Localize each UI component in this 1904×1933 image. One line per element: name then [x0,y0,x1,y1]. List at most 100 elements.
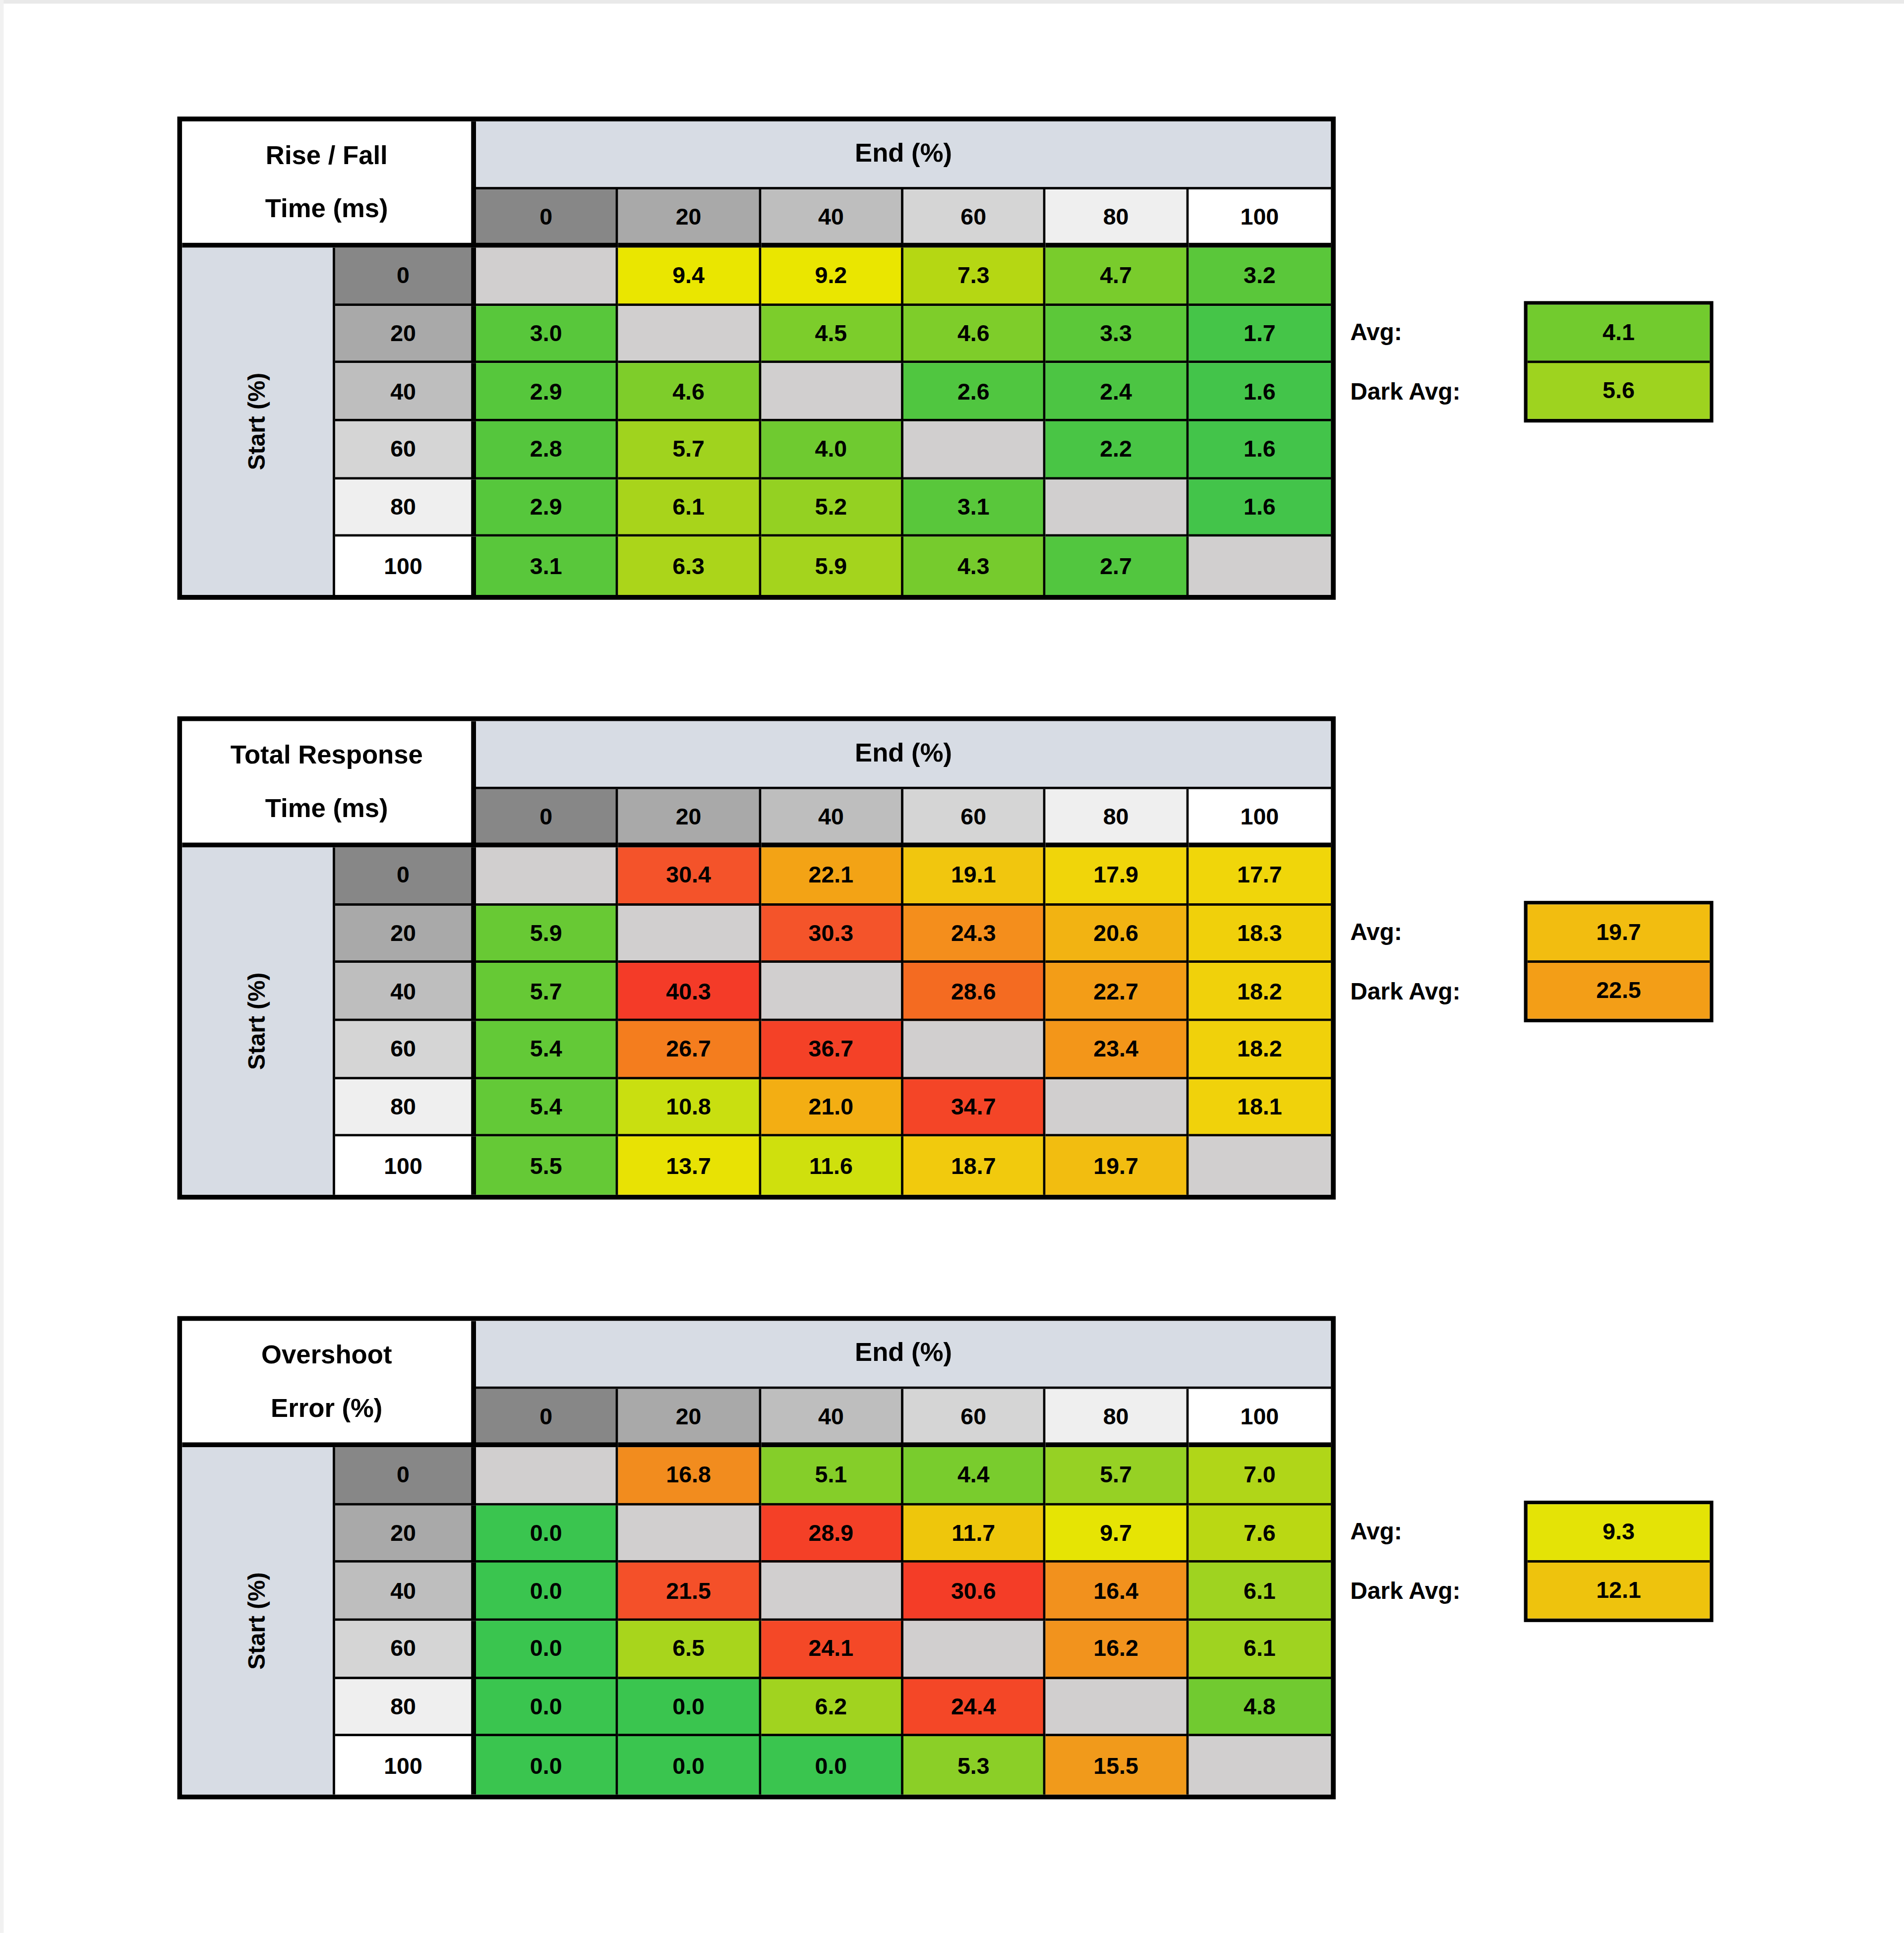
row-header: 80 [335,1079,476,1137]
value-cell: 36.7 [761,1021,903,1079]
dark-avg-value: 22.5 [1528,960,1710,1019]
value-cell: 18.1 [1189,1079,1331,1137]
value-cell: 2.9 [476,479,618,537]
dark-avg-value: 12.1 [1528,1560,1710,1619]
value-cell: 24.3 [903,905,1046,963]
value-cell: 2.6 [903,363,1046,421]
value-cell: 4.8 [1189,1679,1331,1737]
blank-cell [618,1505,761,1563]
value-cell: 30.3 [761,905,903,963]
blank-cell [618,305,761,363]
value-cell: 0.0 [476,1621,618,1679]
dark-avg-label: Dark Avg: [1350,362,1460,421]
col-header: 20 [618,789,761,848]
col-header: 60 [903,789,1046,848]
col-header: 100 [1189,189,1331,248]
col-header: 80 [1046,1389,1188,1448]
value-cell: 22.7 [1046,963,1188,1021]
row-header: 100 [335,1137,476,1195]
row-header: 100 [335,537,476,595]
dark-avg-label: Dark Avg: [1350,962,1460,1021]
value-cell: 9.7 [1046,1505,1188,1563]
table-title-line: Rise / Fall [266,129,388,182]
col-header: 40 [761,1389,903,1448]
value-cell: 6.1 [1189,1621,1331,1679]
value-cell: 4.6 [903,305,1046,363]
value-cell: 5.7 [476,963,618,1021]
value-cell: 17.7 [1189,847,1331,905]
value-cell: 16.2 [1046,1621,1188,1679]
row-header: 60 [335,1621,476,1679]
col-axis-label: End (%) [476,721,1331,789]
value-cell: 24.1 [761,1621,903,1679]
page-edge-top [0,0,1904,3]
value-cell: 6.2 [761,1679,903,1737]
avg-label: Avg: [1350,1502,1402,1561]
value-cell: 15.5 [1046,1737,1188,1795]
avg-value-box: 9.312.1 [1524,1501,1713,1622]
value-cell: 18.2 [1189,1021,1331,1079]
row-axis-band: Start (%) [182,248,335,595]
value-cell: 3.1 [476,537,618,595]
value-cell: 5.4 [476,1079,618,1137]
value-cell: 7.6 [1189,1505,1331,1563]
blank-cell [761,363,903,421]
col-header: 60 [903,189,1046,248]
value-cell: 5.7 [1046,1447,1188,1505]
row-header: 100 [335,1737,476,1795]
value-cell: 1.6 [1189,421,1331,479]
value-cell: 13.7 [618,1137,761,1195]
value-cell: 1.7 [1189,305,1331,363]
blank-cell [1189,1137,1331,1195]
page-edge-left [0,0,3,1933]
value-cell: 0.0 [618,1737,761,1795]
row-header: 40 [335,963,476,1021]
value-cell: 3.2 [1189,248,1331,306]
table-title-line: Overshoot [261,1328,392,1382]
avg-value-box: 19.722.5 [1524,901,1713,1022]
value-cell: 6.3 [618,537,761,595]
value-cell: 40.3 [618,963,761,1021]
blank-cell [761,1563,903,1621]
value-cell: 24.4 [903,1679,1046,1737]
value-cell: 18.3 [1189,905,1331,963]
col-header: 0 [476,1389,618,1448]
value-cell: 5.9 [761,537,903,595]
value-cell: 5.2 [761,479,903,537]
value-cell: 18.2 [1189,963,1331,1021]
blank-cell [476,248,618,306]
value-cell: 0.0 [476,1737,618,1795]
blank-cell [1046,1679,1188,1737]
row-header: 0 [335,847,476,905]
value-cell: 6.1 [618,479,761,537]
value-cell: 0.0 [476,1505,618,1563]
value-cell: 1.6 [1189,363,1331,421]
value-cell: 11.6 [761,1137,903,1195]
value-cell: 21.5 [618,1563,761,1621]
value-cell: 30.6 [903,1563,1046,1621]
row-header: 40 [335,1563,476,1621]
value-cell: 2.9 [476,363,618,421]
value-cell: 5.5 [476,1137,618,1195]
blank-cell [1189,537,1331,595]
value-cell: 3.3 [1046,305,1188,363]
avg-value: 9.3 [1528,1504,1710,1560]
col-header: 40 [761,189,903,248]
value-cell: 20.6 [1046,905,1188,963]
row-axis-band: Start (%) [182,847,335,1194]
blank-cell [761,963,903,1021]
col-header: 20 [618,1389,761,1448]
value-cell: 10.8 [618,1079,761,1137]
blank-cell [1046,479,1188,537]
value-cell: 23.4 [1046,1021,1188,1079]
avg-value: 19.7 [1528,904,1710,960]
row-axis-band: Start (%) [182,1447,335,1794]
heatmap-table-total-response-time: Total ResponseTime (ms)End (%)0204060801… [178,716,1336,1200]
row-header: 60 [335,421,476,479]
blank-cell [618,905,761,963]
col-header: 40 [761,789,903,848]
value-cell: 6.1 [1189,1563,1331,1621]
value-cell: 9.2 [761,248,903,306]
value-cell: 16.8 [618,1447,761,1505]
value-cell: 26.7 [618,1021,761,1079]
